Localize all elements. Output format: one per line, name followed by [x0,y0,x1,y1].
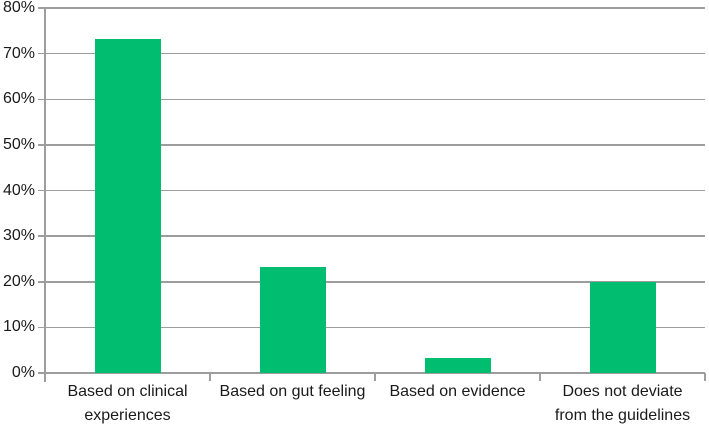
gridline [45,7,705,9]
x-axis-tick-label: Based on gut feeling [219,383,366,400]
x-axis-tick [209,373,211,381]
bar [424,357,491,373]
bar [94,38,161,373]
bar [259,266,326,373]
y-axis-tick [38,235,45,237]
y-axis-tick-label: 20% [2,272,35,290]
y-axis-tick [38,144,45,146]
y-axis-tick-label: 40% [2,181,35,199]
bar [589,281,656,373]
gridline [45,98,705,100]
y-axis-tick [38,189,45,192]
y-axis-tick [38,52,45,55]
gridline [45,281,705,283]
x-axis-tick [44,373,46,381]
y-axis-line [44,7,46,382]
gridline [45,326,705,329]
x-axis-tick [374,373,376,381]
y-axis-tick [38,7,45,9]
gridline [45,235,705,237]
y-axis-tick [38,281,45,283]
x-axis-tick [704,373,706,381]
y-axis-tick [38,326,45,329]
x-axis-tick-label: Based on clinical experiences [67,383,188,424]
gridline [45,52,705,55]
y-axis-tick-label: 10% [2,318,35,336]
gridline [45,144,705,146]
x-axis-tick [539,373,541,381]
y-axis-tick-label: 70% [2,44,35,62]
gridline [45,189,705,192]
y-axis-tick-label: 60% [2,90,35,108]
x-axis-tick-label: Based on evidence [389,383,526,400]
y-axis-tick-label: 0% [11,364,35,381]
y-axis-tick-label: 80% [2,0,35,16]
x-axis-tick-label: Does not deviate from the guidelines [554,383,691,424]
y-axis-tick [38,372,45,374]
y-axis-tick [38,98,45,100]
y-axis-tick-label: 30% [2,227,35,245]
y-axis-tick-label: 50% [2,135,35,153]
